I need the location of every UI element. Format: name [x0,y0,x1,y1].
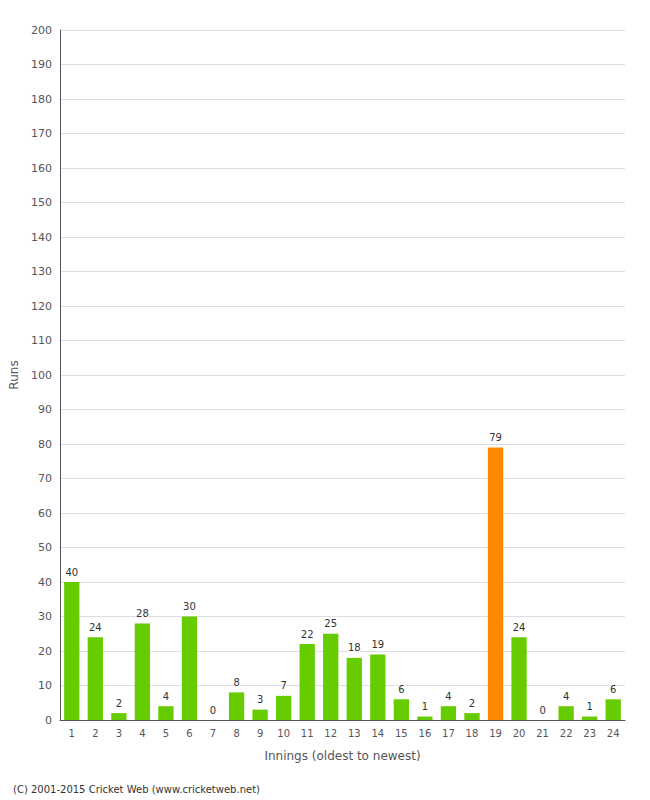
svg-text:1: 1 [422,701,428,712]
svg-text:150: 150 [31,196,52,209]
svg-text:160: 160 [31,162,52,175]
svg-text:21: 21 [536,728,549,739]
svg-text:Runs: Runs [7,360,21,389]
svg-text:140: 140 [31,231,52,244]
svg-text:(C) 2001-2015 Cricket Web (www: (C) 2001-2015 Cricket Web (www.cricketwe… [13,784,260,795]
svg-text:40: 40 [65,567,78,578]
svg-text:0: 0 [210,705,216,716]
svg-text:2: 2 [116,698,122,709]
svg-text:7: 7 [280,680,286,691]
svg-text:30: 30 [183,601,196,612]
svg-text:11: 11 [301,728,314,739]
svg-text:19: 19 [371,639,384,650]
svg-text:20: 20 [513,728,526,739]
svg-text:25: 25 [324,618,337,629]
svg-text:19: 19 [489,728,502,739]
svg-text:120: 120 [31,300,52,313]
svg-text:79: 79 [489,432,502,443]
svg-text:7: 7 [210,728,216,739]
svg-text:100: 100 [31,369,52,382]
svg-text:20: 20 [38,645,52,658]
svg-text:110: 110 [31,334,52,347]
svg-text:170: 170 [31,127,52,140]
svg-text:70: 70 [38,472,52,485]
svg-text:3: 3 [257,694,263,705]
svg-text:2: 2 [469,698,475,709]
svg-text:60: 60 [38,507,52,520]
svg-text:90: 90 [38,403,52,416]
svg-text:4: 4 [139,728,145,739]
svg-text:24: 24 [607,728,620,739]
svg-text:200: 200 [31,24,52,37]
svg-text:24: 24 [89,622,102,633]
svg-text:Innings (oldest to newest): Innings (oldest to newest) [264,749,420,763]
svg-text:1: 1 [69,728,75,739]
svg-text:12: 12 [324,728,337,739]
svg-text:4: 4 [445,691,451,702]
svg-text:4: 4 [563,691,569,702]
svg-text:28: 28 [136,608,149,619]
svg-text:6: 6 [186,728,192,739]
svg-text:10: 10 [277,728,290,739]
svg-text:14: 14 [371,728,384,739]
svg-text:23: 23 [583,728,596,739]
svg-text:4: 4 [163,691,169,702]
svg-text:6: 6 [398,684,404,695]
svg-text:16: 16 [419,728,432,739]
svg-text:0: 0 [539,705,545,716]
svg-text:8: 8 [233,677,239,688]
svg-text:13: 13 [348,728,361,739]
svg-text:40: 40 [38,576,52,589]
svg-text:80: 80 [38,438,52,451]
svg-text:180: 180 [31,93,52,106]
svg-text:1: 1 [587,701,593,712]
svg-text:22: 22 [301,629,314,640]
svg-text:24: 24 [513,622,526,633]
svg-text:17: 17 [442,728,455,739]
svg-text:130: 130 [31,265,52,278]
svg-text:5: 5 [163,728,169,739]
svg-text:22: 22 [560,728,573,739]
svg-text:10: 10 [38,679,52,692]
svg-text:6: 6 [610,684,616,695]
svg-text:8: 8 [233,728,239,739]
svg-text:190: 190 [31,58,52,71]
svg-text:50: 50 [38,541,52,554]
svg-text:3: 3 [116,728,122,739]
svg-text:2: 2 [92,728,98,739]
svg-text:18: 18 [348,642,361,653]
svg-text:15: 15 [395,728,408,739]
svg-text:30: 30 [38,610,52,623]
svg-text:18: 18 [466,728,479,739]
svg-text:9: 9 [257,728,263,739]
svg-text:0: 0 [45,714,52,727]
